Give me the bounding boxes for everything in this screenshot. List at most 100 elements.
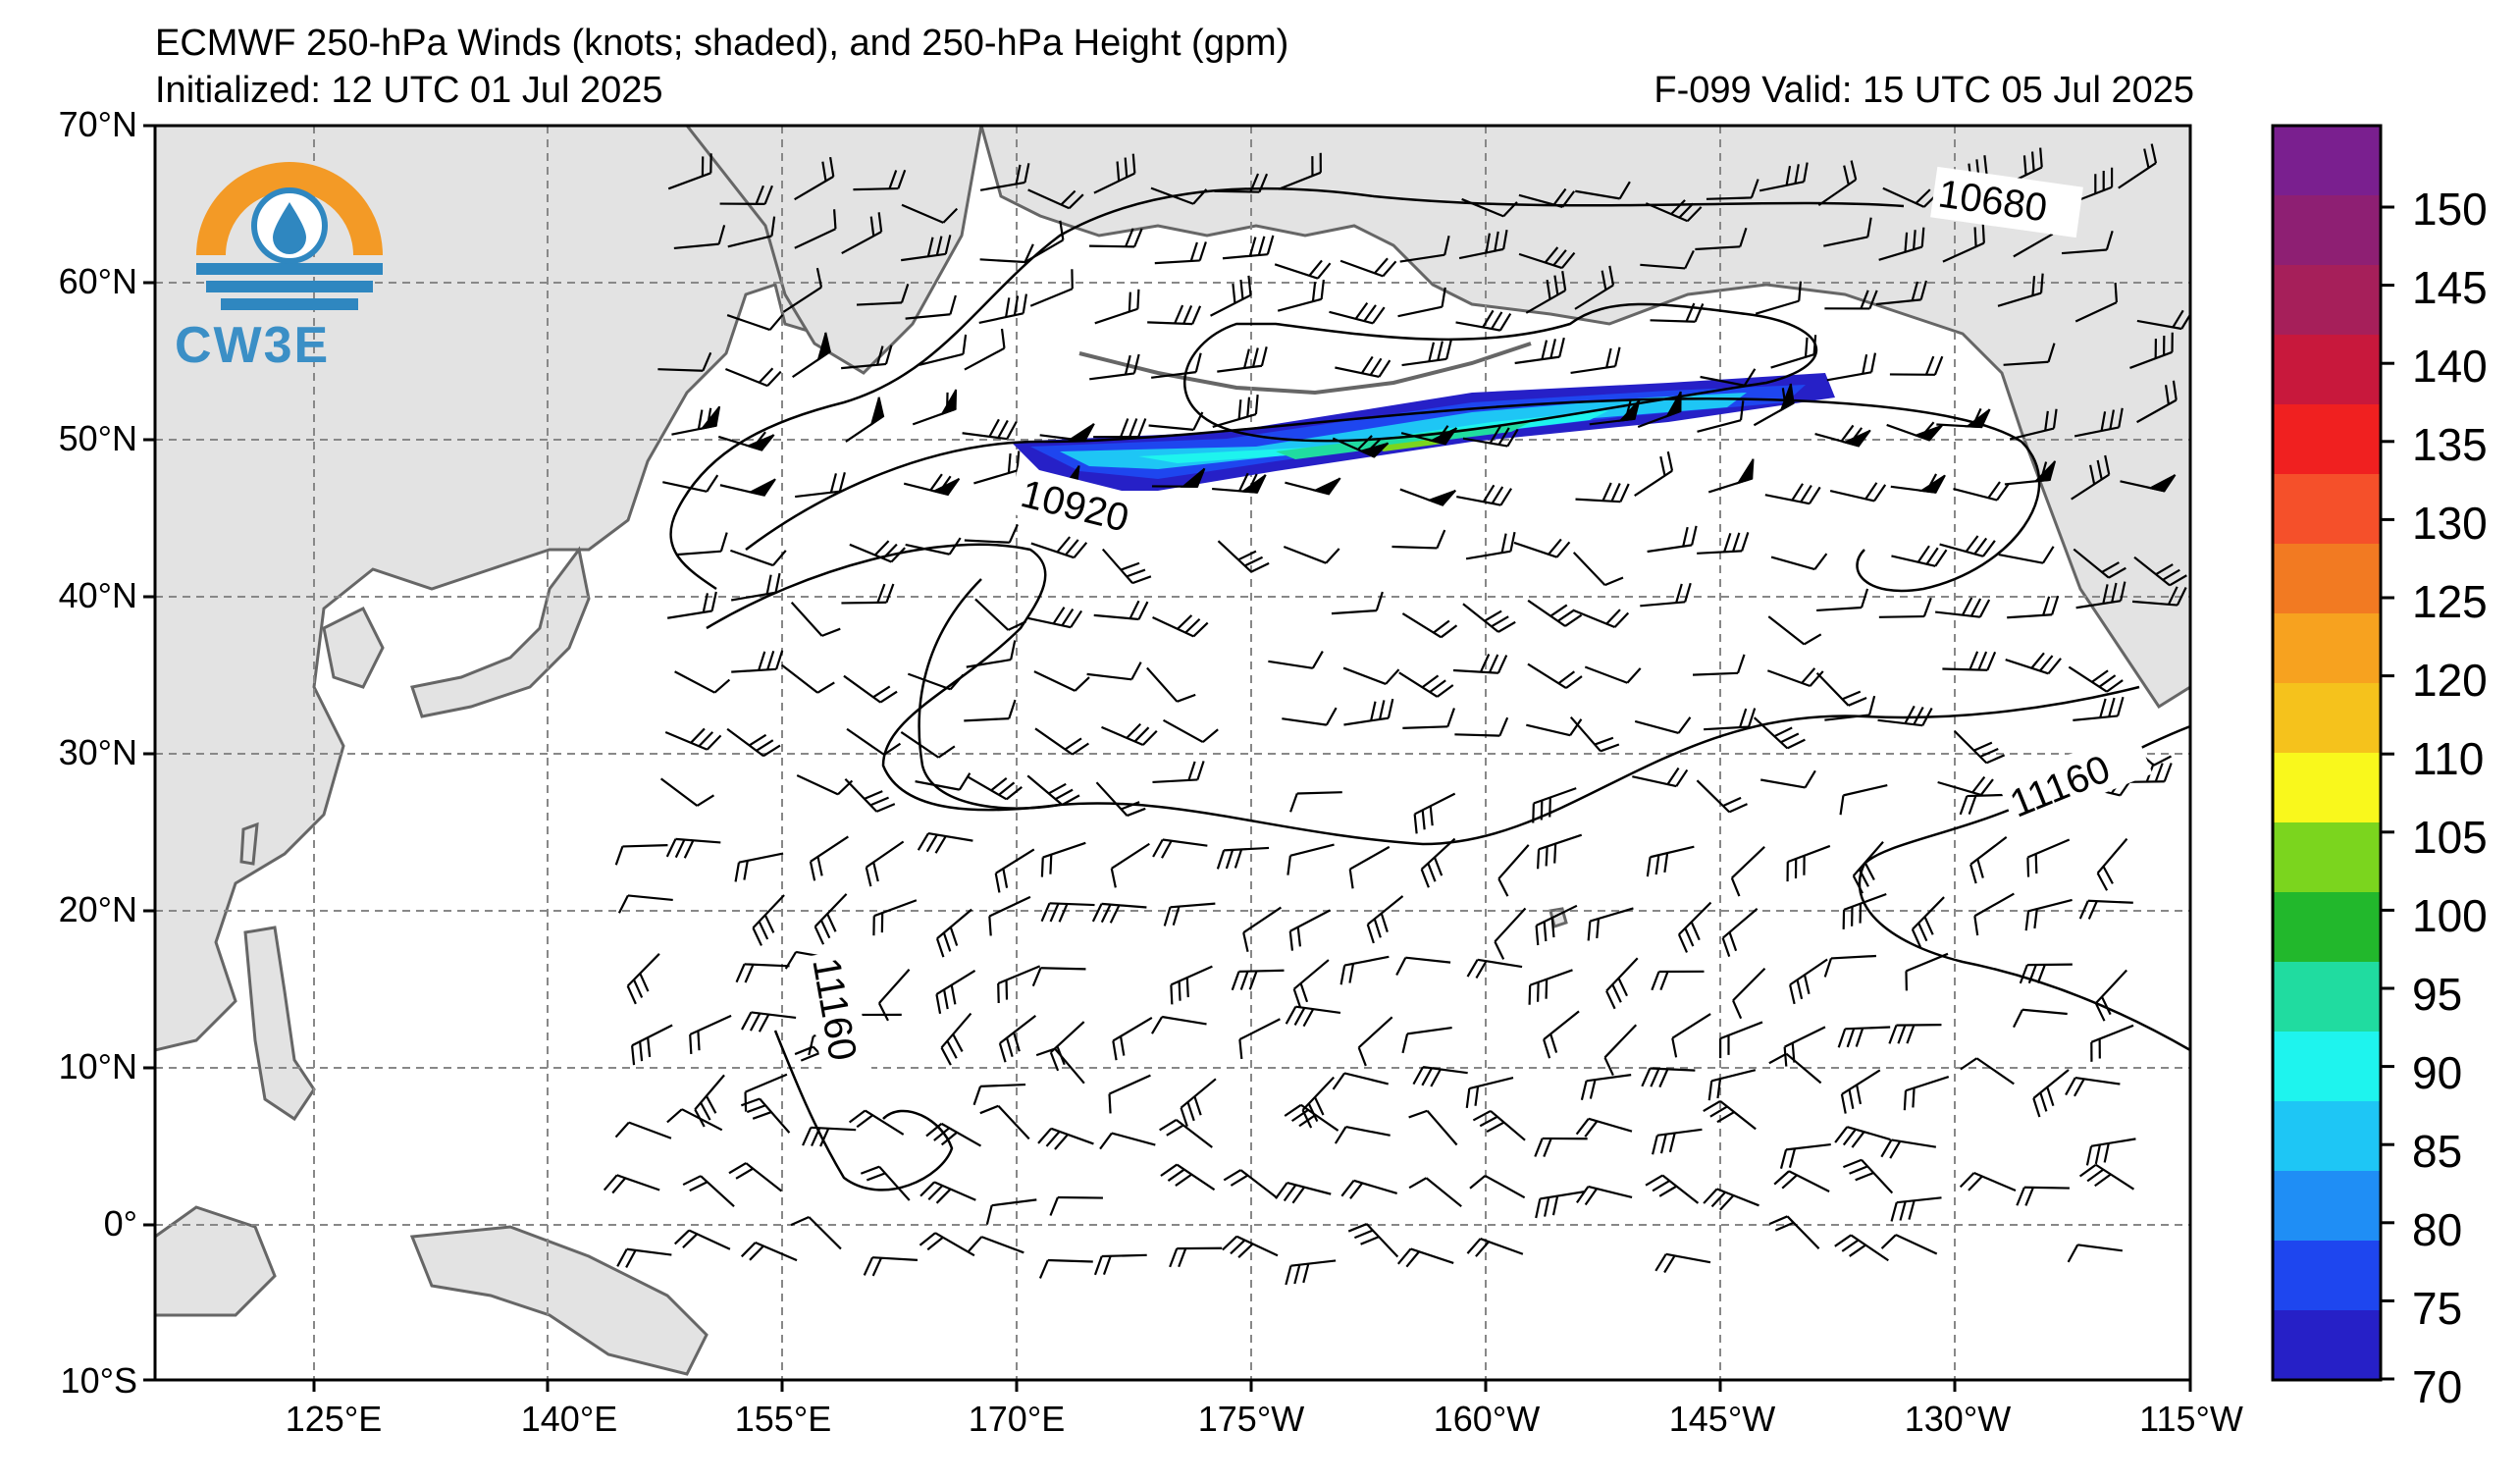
wind-barb — [1535, 904, 1578, 946]
wind-barb — [1671, 1013, 1711, 1058]
wind-barb — [919, 334, 968, 366]
wind-barb — [1584, 665, 1642, 684]
wind-barb — [1329, 301, 1386, 325]
wind-barb — [1420, 837, 1456, 888]
wind-barb — [1285, 477, 1341, 496]
wind-barb — [845, 397, 885, 443]
wind-barb — [1412, 1066, 1468, 1087]
wind-barb — [689, 1014, 732, 1055]
lat-label: 0° — [103, 1203, 137, 1244]
wind-barb — [1101, 722, 1158, 747]
wind-barb — [2000, 147, 2043, 188]
wind-barb — [1535, 1191, 1585, 1219]
wind-barb — [792, 332, 831, 379]
wind-barb — [2094, 969, 2127, 1022]
wind-barb — [781, 663, 835, 694]
wind-barb — [1652, 1128, 1703, 1155]
wind-barb — [752, 894, 785, 946]
land-korea — [322, 606, 385, 689]
wind-barb — [809, 835, 849, 881]
wind-barb — [1037, 1127, 1094, 1150]
colorbar-label: 110 — [2412, 733, 2485, 784]
wind-barb — [865, 840, 905, 887]
wind-barb — [1031, 967, 1086, 987]
wind-barb — [968, 1236, 1024, 1254]
wind-barb — [1035, 1047, 1085, 1085]
wind-barb — [674, 670, 731, 694]
wind-barb — [1093, 153, 1136, 194]
wind-barb — [2005, 652, 2062, 675]
wind-barb — [1146, 666, 1196, 703]
wind-barb — [794, 209, 837, 249]
wind-barb — [730, 572, 781, 602]
wind-barb — [846, 727, 902, 756]
wind-barb — [657, 351, 712, 372]
wind-barb — [1997, 273, 2044, 307]
wind-barb — [1575, 1117, 1633, 1138]
wind-barb — [1732, 967, 1766, 1020]
wind-barb — [790, 1216, 842, 1250]
wind-barb — [1525, 271, 1567, 314]
wind-barb — [841, 212, 883, 255]
colorbar-segment — [2273, 1032, 2381, 1102]
wind-barb — [1834, 1234, 1889, 1262]
wind-barb — [1163, 902, 1216, 927]
land-japan — [410, 546, 591, 718]
wind-barb — [617, 894, 673, 914]
wind-barb — [1401, 612, 1458, 639]
wind-barb — [1768, 1215, 1820, 1249]
wind-barb — [1396, 1247, 1454, 1268]
colorbar-label: 80 — [2412, 1204, 2463, 1255]
wind-barb — [1462, 425, 1519, 448]
wind-barb — [1514, 337, 1565, 365]
wind-barb — [1408, 1177, 1462, 1208]
wind-barb — [1527, 662, 1583, 689]
wind-barb — [1840, 1069, 1881, 1114]
wind-barb — [665, 837, 721, 859]
wind-barb — [2131, 586, 2187, 607]
wind-barb — [2061, 231, 2114, 255]
wind-barb — [1645, 199, 1703, 223]
wind-barb — [1998, 546, 2055, 564]
colorbar-label: 150 — [2412, 184, 2488, 235]
wind-barb — [972, 1083, 1026, 1106]
wind-barb — [725, 367, 782, 388]
wind-barb — [2090, 1024, 2134, 1062]
wind-barb — [1767, 615, 1822, 646]
wind-barb — [919, 1181, 976, 1204]
lat-label: 10°S — [60, 1360, 137, 1401]
wind-barb — [1399, 488, 1457, 506]
lon-label: 140°E — [520, 1399, 618, 1439]
wind-barb — [1570, 346, 1621, 375]
wind-barb — [1091, 902, 1147, 924]
wind-barb — [802, 1126, 857, 1147]
wind-barb — [1911, 896, 1945, 948]
wind-barb — [1163, 718, 1219, 744]
wind-barb — [1147, 304, 1202, 326]
wind-barb — [1023, 220, 1065, 264]
wind-barb — [979, 1104, 1030, 1140]
lat-label: 20°N — [58, 889, 137, 929]
wind-barb — [1697, 532, 1750, 555]
wind-barb — [1465, 531, 1516, 560]
wind-barb — [903, 473, 961, 497]
wind-barb — [1647, 525, 1698, 554]
colorbar-label: 85 — [2412, 1126, 2463, 1177]
wind-barb — [1942, 651, 1997, 671]
colorbar-label: 145 — [2412, 262, 2488, 313]
wind-barb — [1973, 892, 2015, 936]
wind-barb — [1285, 1005, 1341, 1028]
wind-barb — [1148, 411, 1204, 431]
wind-barb — [1786, 844, 1831, 882]
wind-barb — [1518, 246, 1576, 270]
wind-barb — [1526, 718, 1583, 737]
wind-barb — [731, 650, 784, 673]
wind-barb — [1696, 779, 1748, 814]
wind-barb — [1278, 152, 1322, 190]
wind-barb — [1268, 650, 1324, 669]
wind-barb — [1703, 1099, 1757, 1131]
wind-barb — [1641, 1067, 1696, 1088]
wind-barb — [1645, 1174, 1700, 1204]
wind-barb — [1815, 671, 1867, 707]
wind-barb — [1755, 281, 1803, 315]
